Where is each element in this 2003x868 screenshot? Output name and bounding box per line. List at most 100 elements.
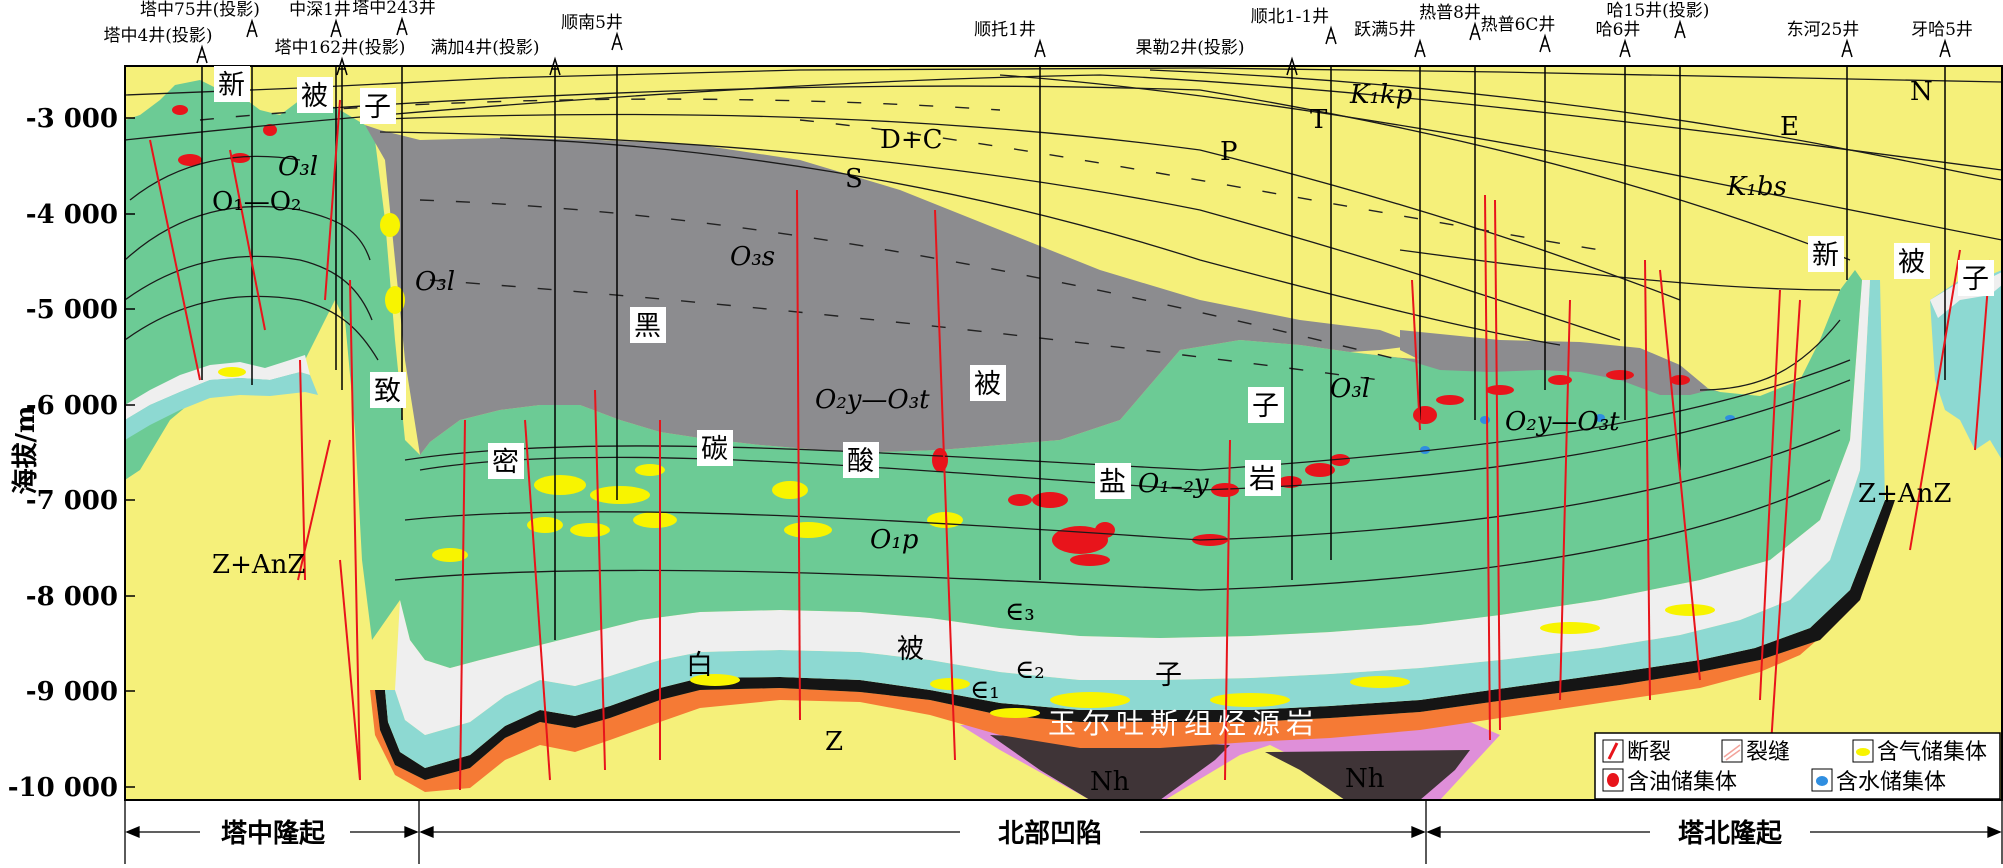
- y-tick-label: -4 000: [26, 200, 118, 230]
- well-label: 热普6C井: [1481, 15, 1556, 35]
- derrick-icon: [1841, 38, 1853, 58]
- well-label: 哈6井: [1596, 20, 1641, 40]
- black-cover-gray-layer: [365, 125, 1710, 455]
- label-zanz-right: Z+AnZ: [1858, 479, 1951, 509]
- derrick-icon: [330, 18, 342, 38]
- fault-symbol: [1602, 739, 1624, 763]
- label-k1kp: K₁kp: [1349, 80, 1413, 110]
- label-zanz-left: Z+AnZ: [212, 550, 305, 580]
- well-label: 哈15井(投影): [1607, 1, 1710, 21]
- well-label: 顺南5井: [561, 13, 623, 33]
- y-tick-label: -7 000: [26, 486, 118, 516]
- label-o1p: O₁p: [870, 525, 919, 555]
- derrick-icon: [1469, 21, 1481, 41]
- carbonate-label-5: 盐: [1099, 467, 1126, 498]
- label-e: E: [1780, 112, 1799, 142]
- label-o1o2: O₁—O₂: [212, 187, 301, 217]
- well-label: 果勒2井(投影): [1135, 38, 1244, 58]
- derrick-icon: [549, 56, 561, 76]
- white-label-3: 子: [1155, 660, 1182, 691]
- y-axis-label: 海拔/m: [11, 405, 41, 494]
- derrick-icon: [396, 16, 408, 36]
- nh-basin-right: [1265, 750, 1470, 800]
- well-label: 顺托1井: [974, 20, 1036, 40]
- black-cover-tail: [1400, 330, 1720, 392]
- black-label-2: 被: [974, 369, 1001, 400]
- geology-layers: [125, 66, 2002, 800]
- derrick-icon: [611, 31, 623, 51]
- label-z: Z: [825, 727, 843, 757]
- label-dc: D+C: [880, 125, 943, 155]
- well-label: 塔中162井(投影): [275, 38, 406, 58]
- black-label-1: 黑: [634, 311, 661, 342]
- carbonate-label-3: 碳: [701, 434, 728, 465]
- derrick-icon: [1539, 33, 1551, 53]
- new-left-label-1: 新: [218, 70, 245, 101]
- black-label-3: 子: [1252, 391, 1279, 422]
- label-p: P: [1220, 137, 1238, 167]
- gas-reservoir-symbol: [1852, 739, 1874, 763]
- well-label: 塔中75井(投影): [140, 0, 260, 20]
- well-label: 热普8井: [1419, 3, 1481, 23]
- y-tick-label: -5 000: [26, 295, 118, 325]
- black-cover-labels: 黑 被 子: [630, 307, 1284, 423]
- gray-dashes: [199, 98, 1601, 381]
- well-label: 跃满5井: [1354, 20, 1416, 40]
- label-source-rock: 玉尔吐斯组烃源岩: [1048, 707, 1320, 740]
- nh-basin-left: [990, 735, 1230, 800]
- derrick-icon: [336, 56, 348, 76]
- structural-zones: [124, 800, 2003, 864]
- well-label: 牙哈5井: [1911, 20, 1973, 40]
- label-e3: ∈₃: [1005, 597, 1035, 627]
- well-label: 塔中4井(投影): [103, 26, 212, 46]
- new-cover-left-labels: 新 被 子: [214, 66, 396, 124]
- label-n: N: [1910, 77, 1933, 107]
- left-uplift-white: [125, 355, 310, 420]
- new-right-label-2: 被: [1898, 247, 1925, 278]
- label-o3l-right: O₃l: [1330, 374, 1370, 404]
- y-tick-label: -9 000: [26, 677, 118, 707]
- legend-gas-label: 含气储集体: [1877, 740, 1987, 765]
- section-frame: [124, 65, 2003, 801]
- new-right-label-3: 子: [1962, 264, 1989, 295]
- y-tick-label: -6 000: [26, 391, 118, 421]
- left-uplift-teal: [125, 372, 318, 440]
- well-label: 东河25井: [1787, 20, 1860, 40]
- label-o3l-left: O₃l: [415, 267, 455, 297]
- white-cover-labels: 白 被 子: [686, 634, 1182, 691]
- water-reservoir-symbol: [1811, 768, 1833, 792]
- dense-carbonate-labels: 致 密 碳 酸 盐 岩: [370, 372, 1281, 499]
- new-left-label-3: 子: [364, 92, 391, 123]
- white-label-2: 被: [897, 634, 924, 665]
- white-label-1: 白: [686, 650, 713, 681]
- derrick-icon: [246, 18, 258, 38]
- legend-water-label: 含水储集体: [1836, 770, 1946, 795]
- derrick-icon: [1619, 38, 1631, 58]
- source-rock-layer: [370, 500, 1895, 792]
- label-t: T: [1310, 105, 1328, 135]
- y-tick-label: -10 000: [8, 773, 118, 803]
- carbonate-label-4: 酸: [847, 446, 874, 477]
- legend: 断裂 裂缝 含气储集体 含油储集体 含水储集体: [1594, 732, 2001, 800]
- label-o12y: O₁₋₂y: [1138, 469, 1209, 499]
- label-nh-right: Nh: [1345, 764, 1385, 794]
- legend-box: [1594, 732, 2001, 800]
- label-s: S: [845, 164, 863, 194]
- y-axis: -3 000 -4 000 -5 000 -6 000 -7 000 -8 000 -9 0…: [8, 104, 135, 803]
- legend-oil-label: 含油储集体: [1627, 770, 1737, 795]
- legend-fracture-label: 裂缝: [1746, 740, 1790, 765]
- well-lines: [201, 66, 1946, 640]
- faults: [149, 99, 1991, 791]
- oil-reservoir-symbol: [1602, 768, 1624, 792]
- carbonate-label-2: 密: [492, 447, 519, 478]
- well-label: 塔中243井: [352, 0, 435, 18]
- zone-northern-depression: 北部凹陷: [998, 819, 1102, 849]
- y-tick-label: -3 000: [26, 104, 118, 134]
- well-label: 满加4井(投影): [430, 38, 539, 58]
- derrick-icon: [1674, 19, 1686, 39]
- label-e2: ∈₂: [1015, 655, 1045, 685]
- derrick-icon: [1414, 38, 1426, 58]
- label-e1: ∈₁: [970, 675, 1000, 705]
